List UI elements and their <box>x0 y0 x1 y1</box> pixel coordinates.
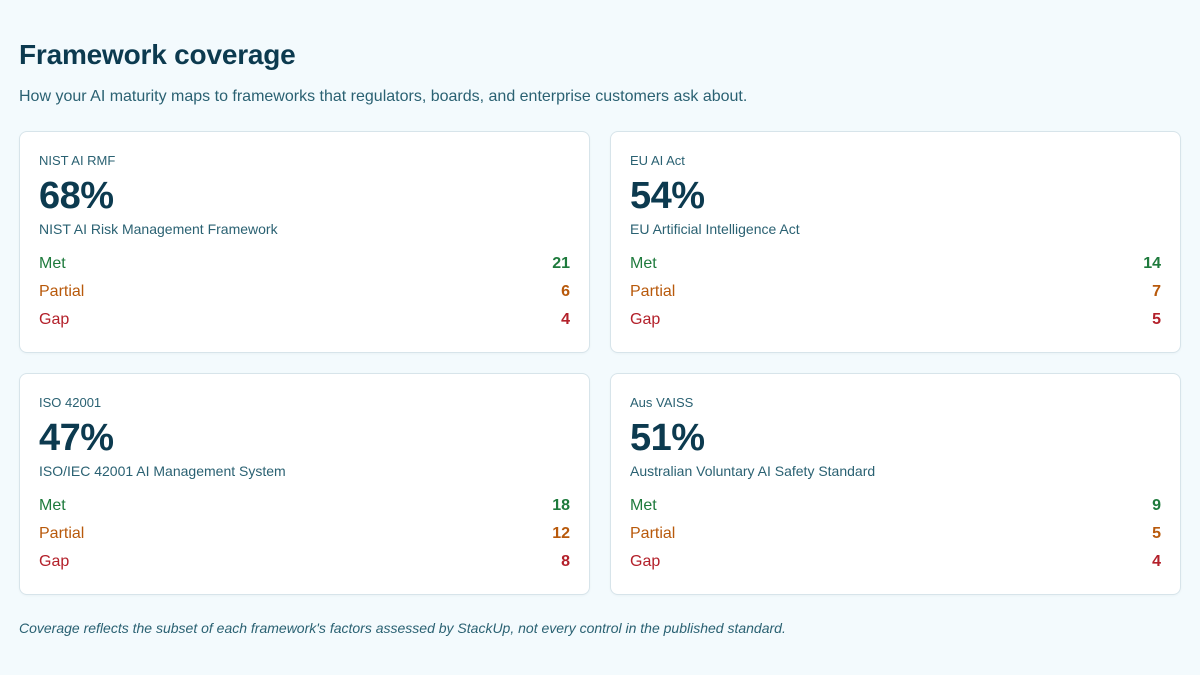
partial-label: Partial <box>630 525 676 542</box>
gap-row: Gap 4 <box>630 548 1161 576</box>
status-counts: Met 18 Partial 12 Gap 8 <box>39 492 570 576</box>
partial-row: Partial 7 <box>630 278 1161 306</box>
met-count: 14 <box>1143 255 1161 272</box>
gap-count: 4 <box>1152 553 1161 570</box>
gap-label: Gap <box>39 553 70 570</box>
met-row: Met 9 <box>630 492 1161 520</box>
framework-name: NIST AI RMF <box>39 153 116 168</box>
framework-card-nist-ai-rmf: NIST AI RMF 68% NIST AI Risk Management … <box>19 131 590 353</box>
met-label: Met <box>630 255 657 272</box>
framework-full-name: EU Artificial Intelligence Act <box>630 221 800 237</box>
gap-row: Gap 8 <box>39 548 570 576</box>
met-row: Met 18 <box>39 492 570 520</box>
gap-label: Gap <box>630 311 661 328</box>
status-counts: Met 14 Partial 7 Gap 5 <box>630 250 1161 334</box>
gap-count: 8 <box>561 553 570 570</box>
framework-name: ISO 42001 <box>39 395 102 410</box>
coverage-footnote: Coverage reflects the subset of each fra… <box>19 620 786 636</box>
partial-count: 7 <box>1152 283 1161 300</box>
partial-count: 6 <box>561 283 570 300</box>
coverage-percent: 51% <box>630 417 705 459</box>
gap-count: 5 <box>1152 311 1161 328</box>
status-counts: Met 21 Partial 6 Gap 4 <box>39 250 570 334</box>
met-label: Met <box>630 497 657 514</box>
met-label: Met <box>39 497 66 514</box>
status-counts: Met 9 Partial 5 Gap 4 <box>630 492 1161 576</box>
gap-count: 4 <box>561 311 570 328</box>
framework-full-name: NIST AI Risk Management Framework <box>39 221 278 237</box>
framework-card-iso-42001: ISO 42001 47% ISO/IEC 42001 AI Managemen… <box>19 373 590 595</box>
framework-grid: NIST AI RMF 68% NIST AI Risk Management … <box>19 131 1181 595</box>
framework-full-name: Australian Voluntary AI Safety Standard <box>630 463 876 479</box>
framework-card-aus-vaiss: Aus VAISS 51% Australian Voluntary AI Sa… <box>610 373 1181 595</box>
gap-label: Gap <box>630 553 661 570</box>
met-row: Met 21 <box>39 250 570 278</box>
framework-name: Aus VAISS <box>630 395 694 410</box>
met-count: 18 <box>552 497 570 514</box>
partial-count: 12 <box>552 525 570 542</box>
gap-row: Gap 4 <box>39 306 570 334</box>
coverage-percent: 54% <box>630 175 705 217</box>
page-title: Framework coverage <box>19 39 296 70</box>
met-row: Met 14 <box>630 250 1161 278</box>
coverage-percent: 47% <box>39 417 114 459</box>
gap-label: Gap <box>39 311 70 328</box>
framework-coverage-page: Framework coverage How your AI maturity … <box>19 38 1181 595</box>
partial-row: Partial 5 <box>630 520 1161 548</box>
gap-row: Gap 5 <box>630 306 1161 334</box>
partial-row: Partial 6 <box>39 278 570 306</box>
page-subtitle: How your AI maturity maps to frameworks … <box>19 88 748 105</box>
partial-label: Partial <box>39 283 85 300</box>
partial-label: Partial <box>630 283 676 300</box>
framework-card-eu-ai-act: EU AI Act 54% EU Artificial Intelligence… <box>610 131 1181 353</box>
framework-full-name: ISO/IEC 42001 AI Management System <box>39 463 286 479</box>
met-count: 9 <box>1152 497 1161 514</box>
met-count: 21 <box>552 255 570 272</box>
coverage-percent: 68% <box>39 175 114 217</box>
partial-count: 5 <box>1152 525 1161 542</box>
met-label: Met <box>39 255 66 272</box>
partial-row: Partial 12 <box>39 520 570 548</box>
partial-label: Partial <box>39 525 85 542</box>
framework-name: EU AI Act <box>630 153 685 168</box>
